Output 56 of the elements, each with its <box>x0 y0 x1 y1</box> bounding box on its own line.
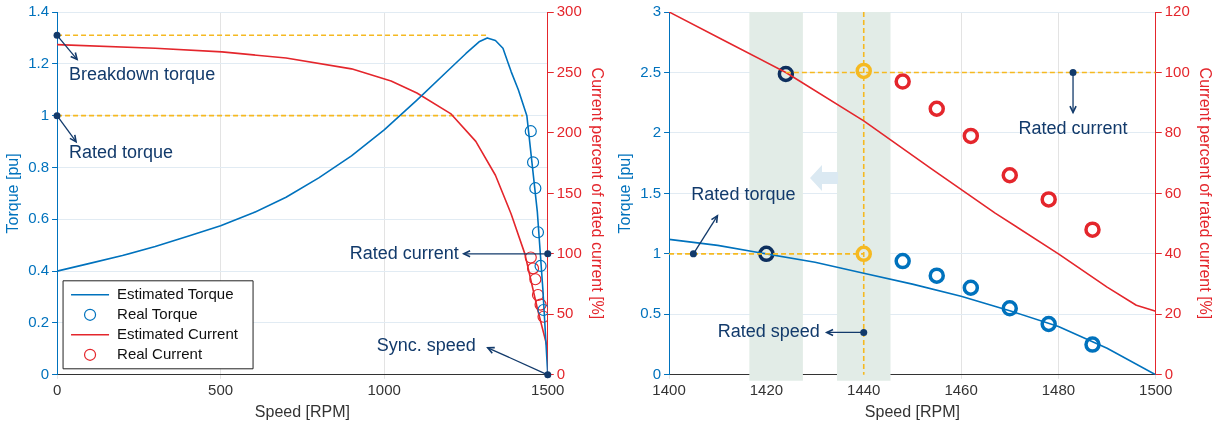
y2-tick-label: 300 <box>556 2 582 20</box>
y-tick-label: 0.2 <box>28 313 50 331</box>
y-axis-title: Torque [pu] <box>4 153 22 234</box>
y-tick-label: 2 <box>652 123 662 141</box>
x-tick-label: 1480 <box>1041 380 1076 398</box>
y2-axis-title: Current percent of rated current [%] <box>588 67 606 320</box>
x-tick-label: 0 <box>52 380 62 398</box>
y-tick-label: 0.6 <box>28 209 50 227</box>
y-tick-label: 0.5 <box>640 304 662 322</box>
legend-label: Estimated Torque <box>117 284 234 302</box>
y-axis-title: Torque [pu] <box>616 153 634 234</box>
y-tick-label: 1.2 <box>28 53 50 71</box>
y-tick-label: 1.4 <box>28 2 50 20</box>
y-tick-label: 3 <box>652 2 662 20</box>
x-tick-label: 1500 <box>531 380 565 398</box>
y2-tick-label: 150 <box>556 183 582 201</box>
x-tick-label: 1440 <box>847 380 881 398</box>
y-tick-label: 1.5 <box>640 183 662 201</box>
x-tick-label: 1500 <box>1139 380 1173 398</box>
y2-tick-label: 0 <box>1164 364 1174 382</box>
y-tick-label: 0 <box>40 364 50 382</box>
x-axis-title: Speed [RPM] <box>864 402 960 420</box>
y-tick-label: 0.4 <box>28 261 50 279</box>
annotation: Rated current <box>1018 118 1128 139</box>
y2-tick-label: 80 <box>1164 123 1182 141</box>
annotation: Sync. speed <box>376 334 476 355</box>
y2-tick-label: 100 <box>556 244 582 262</box>
y2-tick-label: 120 <box>1164 2 1190 20</box>
y2-tick-label: 100 <box>1164 62 1190 80</box>
y2-tick-label: 20 <box>1164 304 1182 322</box>
annotation: Rated speed <box>717 321 820 342</box>
annotation: Breakdown torque <box>69 64 216 85</box>
y2-tick-label: 250 <box>556 62 582 80</box>
annotation: Rated current <box>349 242 459 263</box>
y2-tick-label: 40 <box>1164 244 1182 262</box>
x-tick-label: 500 <box>208 380 234 398</box>
y2-tick-label: 200 <box>556 123 582 141</box>
x-axis-title: Speed [RPM] <box>254 402 350 420</box>
y2-tick-label: 50 <box>556 304 574 322</box>
annotation: Rated torque <box>691 183 796 204</box>
y2-tick-label: 0 <box>556 364 566 382</box>
x-tick-label: 1400 <box>652 380 686 398</box>
y-tick-label: 0 <box>652 364 662 382</box>
legend-label: Real Torque <box>117 304 198 322</box>
legend-label: Estimated Current <box>117 324 239 342</box>
y-tick-label: 2.5 <box>640 62 662 80</box>
y2-tick-label: 60 <box>1164 183 1182 201</box>
y-tick-label: 1 <box>652 244 662 262</box>
y2-axis-title: Current percent of rated current [%] <box>1196 67 1214 320</box>
legend-label: Real Current <box>117 344 203 362</box>
x-tick-label: 1420 <box>749 380 784 398</box>
annotation: Rated torque <box>69 141 174 162</box>
x-tick-label: 1000 <box>367 380 401 398</box>
x-tick-label: 1460 <box>944 380 978 398</box>
y-tick-label: 1 <box>40 105 50 123</box>
y-tick-label: 0.8 <box>28 157 50 175</box>
